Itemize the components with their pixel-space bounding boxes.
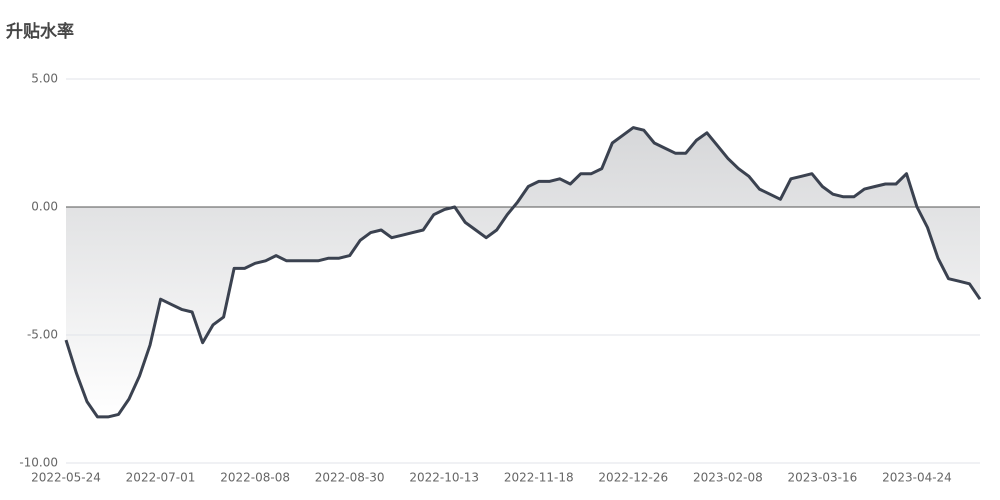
y-tick-label: 5.00 <box>31 72 58 86</box>
y-tick-label: 0.00 <box>31 200 58 214</box>
x-tick-label: 2022-05-24 <box>31 471 101 485</box>
x-tick-label: 2022-10-13 <box>409 471 479 485</box>
y-tick-label: -5.00 <box>27 328 58 342</box>
x-tick-label: 2022-08-08 <box>220 471 290 485</box>
x-tick-label: 2022-08-30 <box>315 471 385 485</box>
line <box>64 126 982 419</box>
x-tick-label: 2022-11-18 <box>504 471 574 485</box>
x-tick-label: 2022-12-26 <box>598 471 668 485</box>
y-tick-label: -10.00 <box>19 456 58 470</box>
chart-title: 升贴水率 <box>6 21 74 42</box>
x-tick-label: 2023-03-16 <box>788 471 858 485</box>
x-tick-label: 2022-07-01 <box>126 471 196 485</box>
area <box>66 127 980 417</box>
x-tick-label: 2023-02-08 <box>693 471 763 485</box>
x-tick-label: 2023-04-24 <box>882 471 952 485</box>
